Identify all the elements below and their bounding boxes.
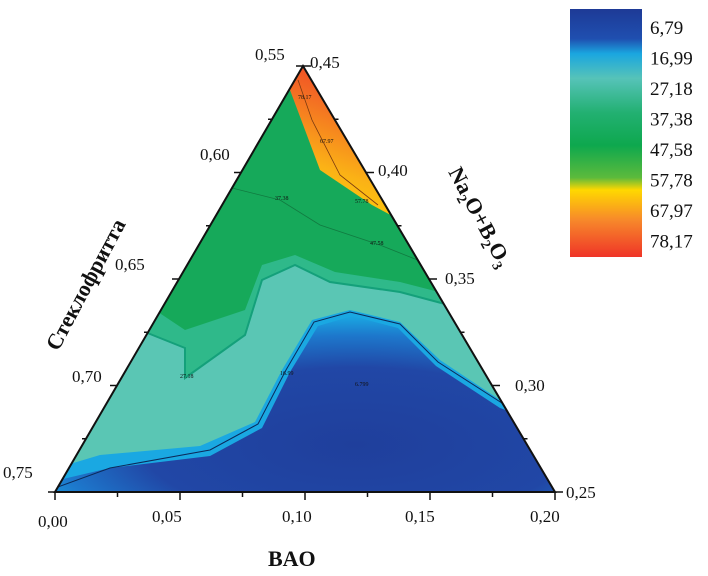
left-axis-title: Стеклофритта: [40, 214, 130, 354]
tick-label: 0,10: [282, 507, 312, 526]
contour-labels: 78.17 67.97 57.78 47.58 37.38 27.18 16.9…: [180, 95, 384, 388]
tick-label: 0,05: [152, 507, 182, 526]
contour-label: 16.99: [280, 371, 294, 377]
legend-colorbar: [570, 9, 642, 257]
contour-label: 27.18: [180, 374, 194, 380]
tick-label: 0,55: [255, 45, 285, 64]
contour-label: 6.799: [355, 382, 369, 388]
tick-label: 0,25: [566, 483, 596, 502]
tick-label: 0,45: [310, 53, 340, 72]
tick-label: 0,35: [445, 269, 475, 288]
axis-ticks: [48, 65, 563, 500]
legend-label: 57,78: [650, 171, 693, 192]
tick-label: 0,30: [515, 376, 545, 395]
legend-label: 16,99: [650, 49, 693, 70]
tick-label: 0,60: [200, 145, 230, 164]
tick-label: 0,40: [378, 161, 408, 180]
legend-label: 6,79: [650, 18, 683, 39]
tick-label: 0,75: [3, 463, 33, 482]
contour-label: 57.78: [355, 199, 369, 205]
tick-label: 0,15: [405, 507, 435, 526]
bottom-axis-title: BAO: [268, 546, 316, 571]
legend-label: 47,58: [650, 140, 693, 161]
tick-label: 0,65: [115, 255, 145, 274]
legend-label: 37,38: [650, 110, 693, 131]
tick-label: 0,00: [38, 512, 68, 531]
tick-label: 0,20: [530, 507, 560, 526]
tick-label: 0,70: [72, 367, 102, 386]
legend-label: 78,17: [650, 232, 693, 253]
contour-label: 47.58: [370, 241, 384, 247]
legend-label: 27,18: [650, 79, 693, 100]
bottom-axis: 0,00 0,05 0,10 0,15 0,20 BAO: [38, 507, 560, 571]
contour-label: 37.38: [275, 196, 289, 202]
legend: 6,79 16,99 27,18 37,38 47,58 57,78 67,97 78,17: [570, 9, 693, 257]
legend-label: 67,97: [650, 201, 693, 222]
contour-label: 67.97: [320, 139, 334, 145]
contour-label: 78.17: [298, 95, 312, 101]
right-axis-title: Na2O+B2O3: [440, 163, 517, 273]
band-6-79: [55, 316, 555, 492]
